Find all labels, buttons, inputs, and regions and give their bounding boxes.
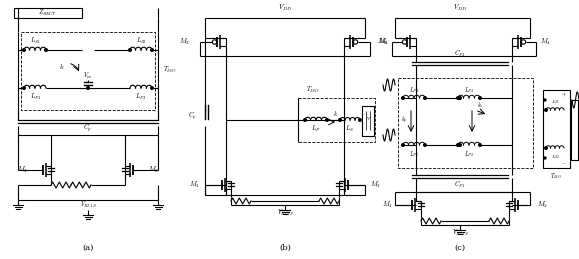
Text: $V_{DD}$: $V_{DD}$ [453,3,467,13]
Text: $M_1$: $M_1$ [17,165,28,175]
Circle shape [304,119,306,121]
Circle shape [129,49,131,51]
Text: $V_{BIAS}$: $V_{BIAS}$ [277,208,294,218]
Circle shape [459,144,461,146]
Text: $L_{P2}$: $L_{P2}$ [464,149,474,159]
Text: $N$: $N$ [365,114,371,121]
Circle shape [23,49,25,51]
Circle shape [545,147,547,149]
Bar [362,106,374,136]
Circle shape [459,97,461,99]
Circle shape [402,144,404,146]
Text: $M_4$: $M_4$ [378,37,389,47]
Text: $V_{BIAS}$: $V_{BIAS}$ [452,228,468,238]
Circle shape [23,87,25,89]
Text: $L_S$: $L_S$ [346,124,354,134]
Circle shape [544,99,546,101]
Text: $M_2$: $M_2$ [370,180,381,190]
Circle shape [326,119,328,121]
Circle shape [339,119,341,121]
Text: $V_{DD}$: $V_{DD}$ [278,3,292,13]
Bar [543,90,570,168]
Bar [298,98,375,142]
Text: $L_P$: $L_P$ [312,124,321,134]
Text: $M_2$: $M_2$ [148,165,159,175]
Text: $M_1$: $M_1$ [382,200,393,210]
Text: $C_p$: $C_p$ [83,122,93,134]
Text: $L_{P1}$: $L_{P1}$ [409,149,419,159]
Text: $L_{S1}$: $L_{S1}$ [30,36,41,46]
Circle shape [424,144,426,146]
Text: $M_4$: $M_4$ [540,37,551,47]
Circle shape [402,97,404,99]
Circle shape [87,87,89,89]
Text: $k_p$: $k_p$ [401,114,408,126]
Circle shape [151,87,153,89]
Text: $C_{P2}$: $C_{P2}$ [455,49,466,59]
Circle shape [479,97,481,99]
Text: $L_{S1}$: $L_{S1}$ [551,98,559,106]
Text: $C_{P1}$: $C_{P1}$ [455,180,466,190]
Text: $L_{S2}$: $L_{S2}$ [551,153,559,161]
Text: $L_{P1}$: $L_{P1}$ [30,92,41,102]
Text: $M_3$: $M_3$ [179,37,190,47]
Text: $k$: $k$ [334,109,339,118]
Circle shape [151,49,153,51]
Text: (b): (b) [279,244,291,252]
Circle shape [479,144,481,146]
Text: $Z_{RECT}$: $Z_{RECT}$ [38,8,57,18]
Circle shape [45,49,47,51]
Bar [14,8,82,18]
Text: $L_{P4}$: $L_{P4}$ [409,85,419,95]
Circle shape [545,109,547,111]
Text: $L_{P2}$: $L_{P2}$ [135,92,146,102]
Circle shape [457,97,459,99]
Text: $L_{S2}$: $L_{S2}$ [135,36,146,46]
Bar [571,100,578,160]
Text: $V_{BIAS}$: $V_{BIAS}$ [79,200,97,210]
Bar [398,78,533,168]
Text: $T_{ISO}$: $T_{ISO}$ [163,65,177,75]
Circle shape [359,119,361,121]
Circle shape [544,157,546,159]
Text: $M_1$: $M_1$ [189,180,200,190]
Text: $M_3$: $M_3$ [377,37,388,47]
Text: $V_{oo}$: $V_{oo}$ [83,71,93,81]
Text: $C_p$: $C_p$ [188,110,197,122]
Circle shape [424,97,426,99]
Text: (a): (a) [82,244,94,252]
Text: $+$: $+$ [561,91,567,99]
Text: $M_2$: $M_2$ [537,200,548,210]
Text: (c): (c) [455,244,466,252]
Text: $T_{ISO}$: $T_{ISO}$ [306,85,320,95]
Text: $k$: $k$ [59,61,65,70]
Text: $-$: $-$ [561,161,567,166]
Bar [21,32,155,110]
Text: $L_{P3}$: $L_{P3}$ [464,85,474,95]
Text: $k_s$: $k_s$ [477,100,483,110]
Circle shape [457,144,459,146]
Text: $T_{ISO}$: $T_{ISO}$ [551,171,563,181]
